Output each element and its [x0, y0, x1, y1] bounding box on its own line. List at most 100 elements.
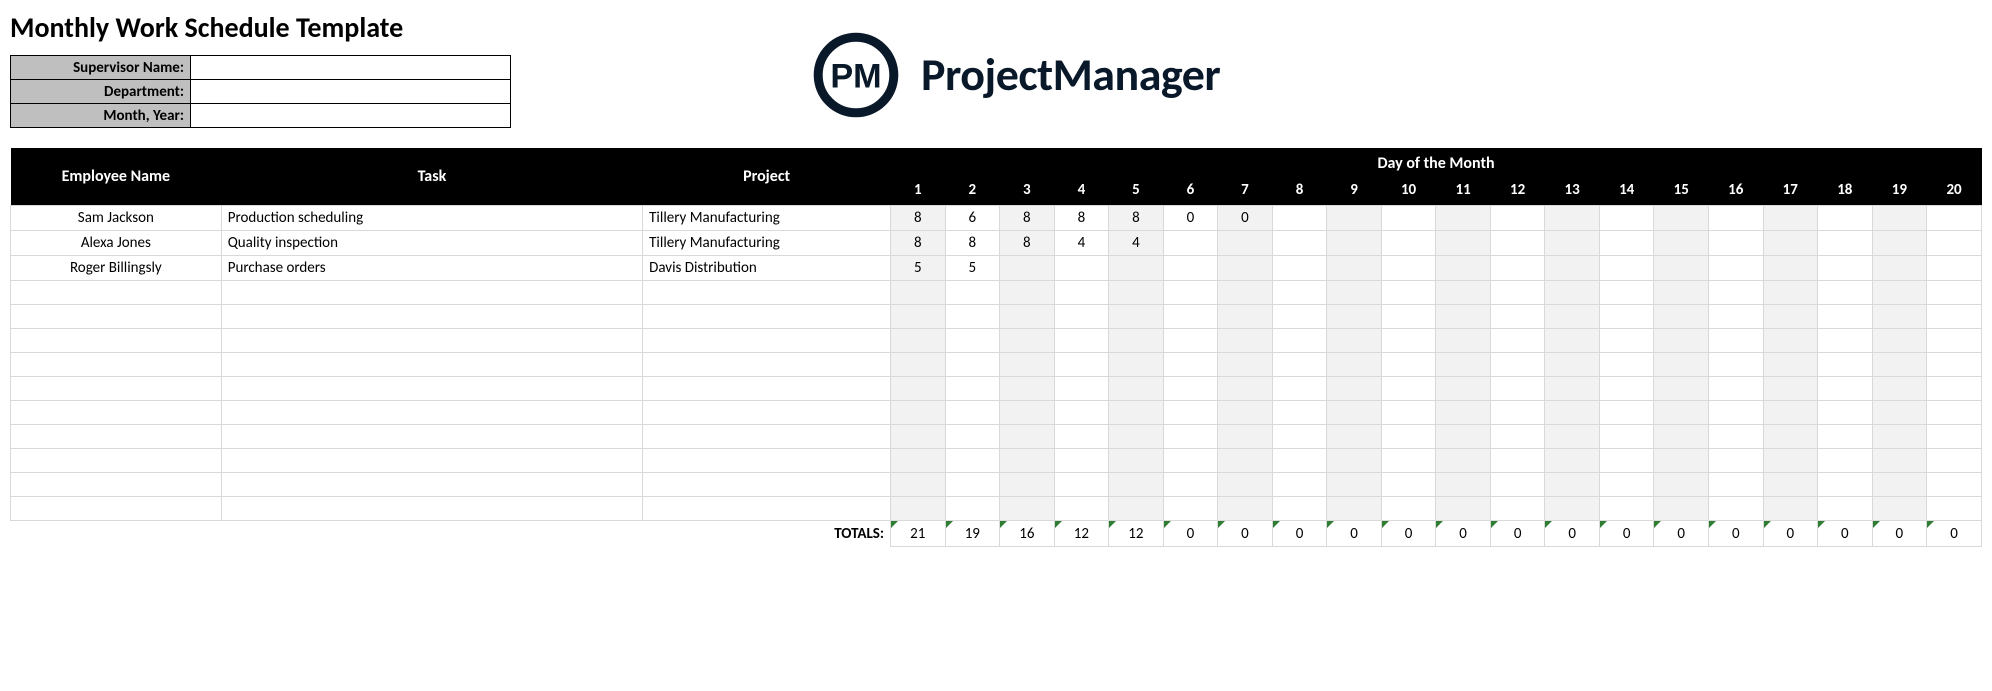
cell-day[interactable]: [1163, 231, 1218, 256]
cell-day[interactable]: [1490, 353, 1545, 377]
cell-day[interactable]: [1272, 353, 1327, 377]
cell-day[interactable]: [1927, 401, 1982, 425]
cell-day[interactable]: [1272, 305, 1327, 329]
cell-day[interactable]: [1381, 497, 1436, 521]
cell-day[interactable]: [1818, 401, 1873, 425]
cell-day[interactable]: [1054, 305, 1109, 329]
cell-day[interactable]: 5: [945, 256, 1000, 281]
cell-day[interactable]: [1545, 231, 1600, 256]
cell-day[interactable]: [1490, 206, 1545, 231]
cell-day[interactable]: [1708, 305, 1763, 329]
cell-day[interactable]: [1927, 256, 1982, 281]
cell-day[interactable]: [1327, 377, 1382, 401]
cell-day[interactable]: [1436, 425, 1491, 449]
cell-day[interactable]: [1599, 473, 1654, 497]
cell-day[interactable]: [1654, 329, 1709, 353]
cell-day[interactable]: [1054, 329, 1109, 353]
cell-day[interactable]: [891, 281, 946, 305]
cell-day[interactable]: [1436, 497, 1491, 521]
cell-day[interactable]: [1327, 329, 1382, 353]
cell-day[interactable]: [1436, 473, 1491, 497]
cell-task[interactable]: Purchase orders: [221, 256, 642, 281]
cell-task[interactable]: [221, 353, 642, 377]
cell-day[interactable]: [1436, 305, 1491, 329]
cell-day[interactable]: [1163, 449, 1218, 473]
cell-day[interactable]: [1381, 473, 1436, 497]
cell-day[interactable]: [1599, 305, 1654, 329]
cell-day[interactable]: [1708, 256, 1763, 281]
cell-day[interactable]: [1109, 329, 1164, 353]
cell-day[interactable]: [1763, 305, 1818, 329]
cell-day[interactable]: [1436, 401, 1491, 425]
cell-day[interactable]: [1436, 206, 1491, 231]
cell-day[interactable]: [1708, 473, 1763, 497]
cell-day[interactable]: [1599, 256, 1654, 281]
cell-day[interactable]: [1327, 305, 1382, 329]
cell-day[interactable]: [1327, 401, 1382, 425]
cell-day[interactable]: [1218, 473, 1273, 497]
cell-project[interactable]: [643, 473, 891, 497]
cell-day[interactable]: [1872, 329, 1927, 353]
cell-day[interactable]: [1545, 281, 1600, 305]
cell-day[interactable]: [891, 497, 946, 521]
cell-day[interactable]: [1545, 377, 1600, 401]
cell-day[interactable]: [1327, 281, 1382, 305]
cell-day[interactable]: [1654, 353, 1709, 377]
cell-task[interactable]: [221, 497, 642, 521]
cell-employee[interactable]: [11, 497, 222, 521]
cell-day[interactable]: [1545, 473, 1600, 497]
cell-day[interactable]: [1218, 425, 1273, 449]
cell-day[interactable]: [1218, 401, 1273, 425]
cell-day[interactable]: [1436, 281, 1491, 305]
cell-day[interactable]: [1327, 497, 1382, 521]
cell-employee[interactable]: [11, 473, 222, 497]
cell-day[interactable]: [1708, 206, 1763, 231]
cell-day[interactable]: [1599, 353, 1654, 377]
cell-day[interactable]: [1654, 231, 1709, 256]
cell-project[interactable]: [643, 401, 891, 425]
cell-day[interactable]: [1054, 353, 1109, 377]
cell-day[interactable]: [1218, 449, 1273, 473]
cell-project[interactable]: [643, 305, 891, 329]
cell-day[interactable]: [945, 473, 1000, 497]
cell-day[interactable]: 8: [945, 231, 1000, 256]
cell-project[interactable]: [643, 497, 891, 521]
cell-project[interactable]: [643, 449, 891, 473]
cell-day[interactable]: [1327, 425, 1382, 449]
cell-day[interactable]: [1927, 497, 1982, 521]
cell-day[interactable]: 0: [1163, 206, 1218, 231]
cell-day[interactable]: [1763, 377, 1818, 401]
cell-day[interactable]: [1545, 206, 1600, 231]
cell-day[interactable]: [1163, 281, 1218, 305]
cell-day[interactable]: [1272, 206, 1327, 231]
cell-day[interactable]: [1109, 305, 1164, 329]
cell-day[interactable]: [891, 305, 946, 329]
cell-day[interactable]: [1708, 425, 1763, 449]
cell-employee[interactable]: Alexa Jones: [11, 231, 222, 256]
cell-day[interactable]: [1163, 329, 1218, 353]
cell-task[interactable]: [221, 377, 642, 401]
cell-project[interactable]: [643, 425, 891, 449]
cell-day[interactable]: [1000, 329, 1055, 353]
cell-day[interactable]: [1327, 231, 1382, 256]
cell-task[interactable]: [221, 449, 642, 473]
cell-project[interactable]: [643, 377, 891, 401]
cell-day[interactable]: [1872, 449, 1927, 473]
cell-day[interactable]: [1927, 329, 1982, 353]
cell-day[interactable]: [1381, 231, 1436, 256]
cell-day[interactable]: [1545, 425, 1600, 449]
cell-day[interactable]: [1763, 449, 1818, 473]
cell-day[interactable]: [1000, 281, 1055, 305]
cell-day[interactable]: 8: [1000, 206, 1055, 231]
cell-day[interactable]: [1109, 473, 1164, 497]
cell-employee[interactable]: Sam Jackson: [11, 206, 222, 231]
cell-day[interactable]: [1927, 206, 1982, 231]
cell-day[interactable]: [1490, 256, 1545, 281]
cell-day[interactable]: [1381, 206, 1436, 231]
cell-day[interactable]: [1381, 256, 1436, 281]
cell-day[interactable]: [945, 353, 1000, 377]
cell-day[interactable]: [1109, 401, 1164, 425]
cell-day[interactable]: [1763, 329, 1818, 353]
cell-day[interactable]: [1218, 281, 1273, 305]
cell-day[interactable]: [1872, 425, 1927, 449]
